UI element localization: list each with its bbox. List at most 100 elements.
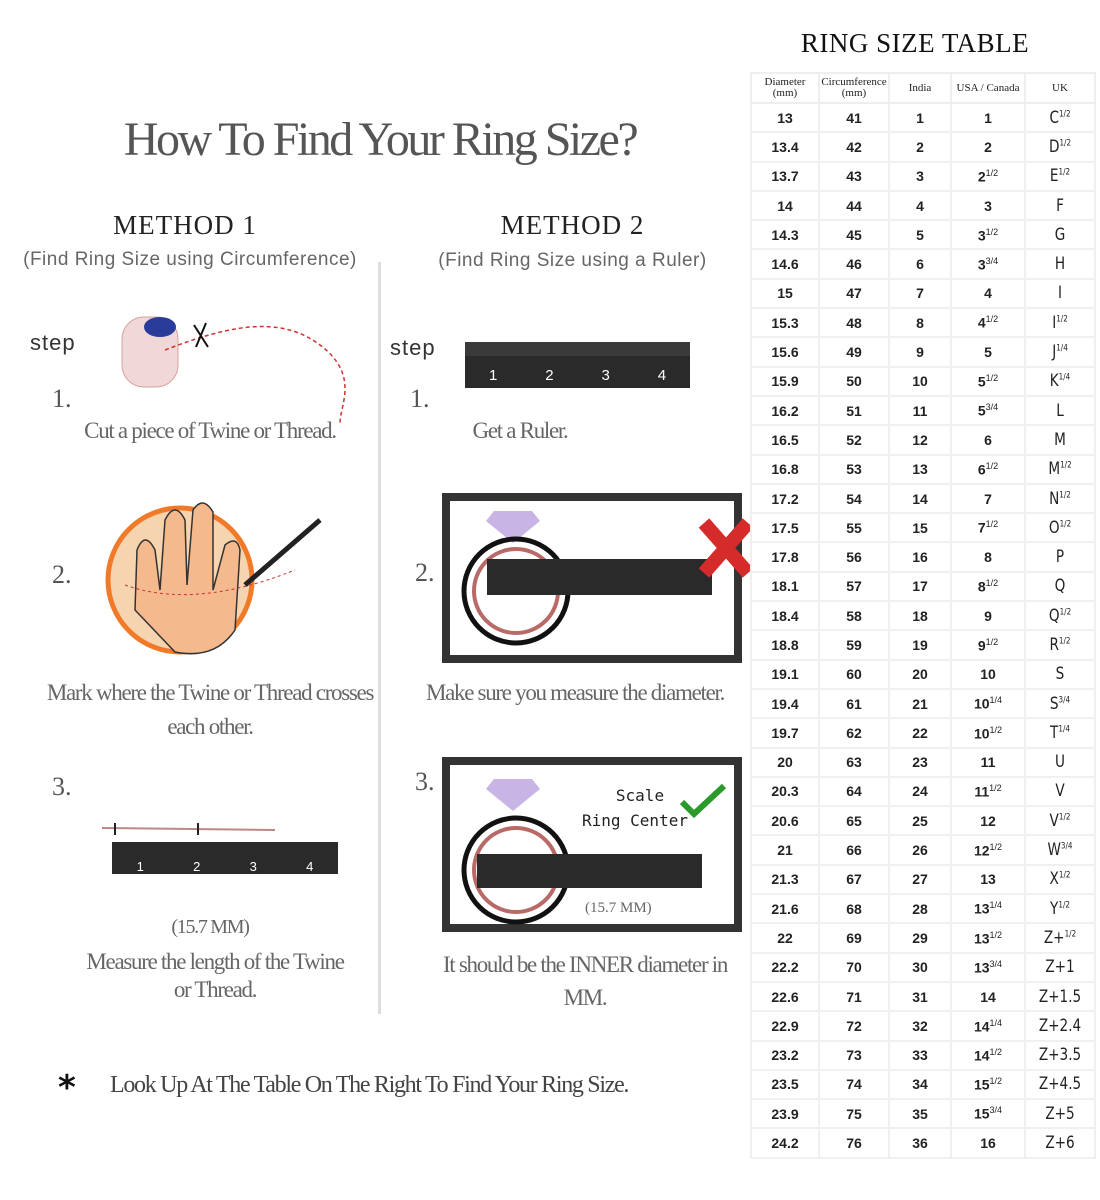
size-base: 7	[977, 520, 986, 537]
size-base: L	[1056, 400, 1064, 421]
m2-step2-caption: Make sure you measure the diameter.	[425, 680, 725, 705]
cell-diameter: 13	[750, 101, 820, 134]
thread-on-ruler-icon	[101, 823, 338, 874]
size-base: 7	[984, 490, 992, 507]
m1-step3-measurement: (15.7 MM)	[171, 916, 249, 938]
cell-circumference: 55	[818, 512, 890, 544]
cell-uk: S3/4	[1031, 687, 1089, 720]
size-base: K	[1049, 371, 1059, 392]
table-row: 15 47 7 4 I	[750, 277, 1095, 310]
cell-usa: 4	[950, 277, 1026, 310]
cell-usa: 2	[950, 131, 1026, 163]
size-base: 13	[980, 871, 996, 888]
ruler-label: 1	[136, 859, 144, 874]
cell-uk: V1/2	[1031, 805, 1089, 837]
ring-size-table: Diameter (mm) Circumference (mm) India U…	[750, 72, 1096, 1159]
size-base: R	[1049, 634, 1059, 655]
ring-measure-correct-icon	[442, 757, 742, 932]
size-base: S	[1055, 664, 1065, 685]
cell-circumference: 76	[818, 1127, 890, 1159]
size-fraction: 1/2	[1059, 519, 1072, 530]
cell-usa: 3	[950, 189, 1026, 222]
size-fraction: 1/2	[1058, 900, 1070, 910]
cell-uk: J1/4	[1031, 336, 1089, 368]
size-base: 14	[973, 1018, 990, 1035]
size-base: Z+3.5	[1038, 1045, 1082, 1066]
size-base: F	[1056, 195, 1064, 216]
page-title: How To Find Your Ring Size?	[123, 113, 639, 166]
ruler-label: 4	[657, 367, 667, 384]
size-base: 12	[980, 812, 996, 829]
cell-diameter: 23.2	[750, 1039, 820, 1071]
cell-india: 21	[888, 687, 952, 720]
table-row: 22.2 70 30 133/4 Z+1	[750, 951, 1095, 983]
cell-usa: 11	[950, 746, 1026, 778]
cell-circumference: 60	[818, 658, 890, 690]
cell-usa: 9	[950, 600, 1026, 632]
size-fraction: 1/2	[989, 1046, 1003, 1057]
cell-usa: 14	[950, 980, 1026, 1013]
size-base: 8	[977, 578, 986, 595]
size-base: 1	[984, 109, 992, 126]
cell-circumference: 51	[818, 394, 890, 427]
cell-diameter: 21.6	[750, 893, 820, 925]
size-base: G	[1054, 224, 1066, 245]
cell-diameter: 18.4	[750, 600, 820, 632]
cell-circumference: 61	[818, 687, 890, 720]
table-row: 16.2 51 11 53/4 L	[750, 394, 1095, 427]
cell-circumference: 57	[818, 570, 890, 603]
cell-uk: D1/2	[1031, 131, 1089, 163]
cell-india: 19	[888, 629, 952, 661]
cell-uk: E1/2	[1031, 160, 1089, 192]
cell-uk: M	[1031, 424, 1089, 456]
table-row: 22.6 71 31 14 Z+1.5	[750, 980, 1095, 1013]
table-row: 16.8 53 13 61/2 M1/2	[750, 453, 1095, 485]
size-fraction: 1/2	[989, 724, 1003, 735]
size-fraction: 1/2	[985, 226, 999, 237]
size-fraction: 1/2	[1060, 460, 1072, 471]
size-base: J	[1052, 342, 1057, 363]
m2-step2-num: 2.	[415, 558, 435, 587]
size-base: N	[1049, 488, 1060, 509]
size-base: 10	[973, 695, 990, 712]
size-fraction: 1/2	[985, 578, 999, 589]
table-row: 15.3 48 8 41/2 I1/2	[750, 307, 1095, 339]
cell-circumference: 52	[818, 424, 890, 456]
cell-diameter: 24.2	[750, 1127, 820, 1159]
size-base: 13	[973, 959, 990, 976]
cell-circumference: 74	[818, 1068, 890, 1101]
ruler-label: 2	[193, 859, 201, 874]
size-base: 11	[974, 783, 990, 800]
cell-circumference: 41	[818, 101, 890, 134]
size-fraction: 1/2	[989, 1076, 1003, 1087]
cell-india: 5	[888, 219, 952, 251]
cell-india: 30	[888, 951, 952, 983]
size-base: 6	[977, 461, 986, 478]
cell-india: 32	[888, 1010, 952, 1042]
asterisk-icon: *	[58, 1068, 76, 1108]
table-row: 13 41 1 1 C1/2	[750, 101, 1095, 134]
cell-diameter: 16.2	[750, 394, 820, 427]
note-text: Look Up At The Table On The Right To Fin…	[110, 1072, 629, 1098]
size-fraction: 1/2	[1056, 314, 1068, 325]
cell-usa: 71/2	[950, 512, 1026, 544]
table-row: 18.1 57 17 81/2 Q	[750, 570, 1095, 603]
cell-usa: 7	[950, 482, 1026, 515]
cell-india: 3	[888, 160, 952, 192]
cell-uk: F	[1031, 189, 1089, 222]
m1-step3-num: 3.	[52, 772, 72, 801]
size-fraction: 1/2	[1058, 108, 1071, 119]
cell-uk: Z+3.5	[1031, 1039, 1089, 1071]
size-base: Z+	[1043, 927, 1065, 948]
ruler-label: 1	[488, 367, 498, 384]
table-row: 20.3 64 24 111/2 V	[750, 775, 1095, 808]
cell-diameter: 19.4	[750, 687, 820, 720]
size-base: V	[1049, 810, 1059, 831]
size-base: 4	[977, 315, 986, 332]
m2-step1-num: 1.	[410, 384, 430, 413]
size-fraction: 1/2	[989, 783, 1002, 794]
cell-india: 26	[888, 834, 952, 866]
cell-uk: Z+6	[1031, 1127, 1089, 1159]
cell-uk: X1/2	[1031, 863, 1089, 896]
m1-step1-caption: Cut a piece of Twine or Thread.	[84, 418, 337, 443]
